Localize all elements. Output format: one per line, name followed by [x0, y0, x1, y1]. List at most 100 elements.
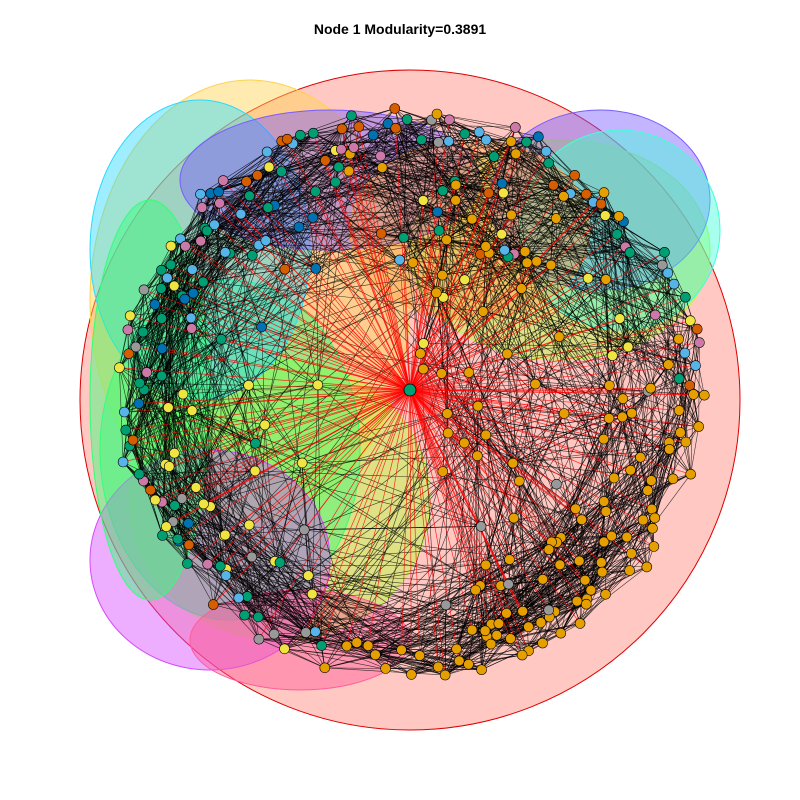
node: [319, 662, 331, 674]
node: [569, 170, 581, 181]
node: [663, 359, 674, 370]
node: [172, 533, 184, 545]
edge: [409, 389, 481, 586]
edge: [174, 191, 316, 506]
edge: [226, 568, 492, 645]
edge: [472, 202, 594, 220]
node: [268, 628, 280, 640]
edge: [279, 181, 336, 563]
edge: [431, 119, 480, 133]
node: [585, 584, 597, 596]
edge: [409, 389, 476, 591]
edge: [455, 200, 623, 418]
edge: [446, 162, 549, 241]
edge: [535, 383, 705, 396]
edge: [168, 389, 411, 408]
edge: [455, 184, 618, 235]
node: [444, 114, 455, 126]
node: [281, 133, 293, 145]
node: [685, 468, 697, 480]
node: [389, 103, 401, 114]
node: [155, 283, 167, 294]
node: [214, 197, 225, 209]
edge: [605, 215, 670, 450]
node: [396, 644, 407, 656]
edge: [252, 255, 411, 391]
edge: [438, 142, 631, 253]
node: [550, 213, 562, 224]
edge: [161, 288, 318, 386]
edge: [409, 251, 665, 391]
edge: [559, 336, 651, 389]
node: [124, 310, 136, 322]
edge: [447, 432, 653, 510]
edge: [367, 389, 411, 646]
edge: [442, 190, 481, 255]
node: [310, 263, 322, 274]
edge: [213, 585, 501, 605]
edge: [579, 546, 655, 624]
edge: [446, 239, 705, 396]
node: [416, 134, 427, 145]
node: [418, 338, 429, 349]
edge: [258, 389, 411, 640]
edge: [150, 489, 307, 633]
node: [598, 187, 610, 198]
edge: [605, 391, 649, 512]
node: [667, 473, 679, 485]
node: [479, 625, 491, 637]
edge: [213, 604, 357, 643]
node: [450, 179, 462, 191]
node: [440, 599, 452, 611]
edge: [409, 389, 604, 440]
node: [501, 607, 512, 619]
node: [246, 551, 258, 563]
edge: [662, 265, 680, 379]
node: [208, 599, 219, 610]
node: [576, 514, 588, 526]
edge: [431, 119, 438, 212]
edge: [409, 389, 421, 656]
edge: [356, 626, 529, 643]
node: [306, 588, 318, 600]
node: [506, 209, 517, 221]
edge: [512, 463, 587, 605]
edge: [168, 407, 309, 576]
node: [195, 188, 206, 200]
edge: [155, 499, 179, 542]
edge: [174, 389, 411, 454]
node: [168, 280, 180, 292]
node: [233, 592, 244, 604]
edge: [281, 141, 449, 172]
edge: [468, 585, 481, 665]
node: [235, 208, 247, 220]
edge: [255, 443, 481, 586]
node: [673, 405, 685, 416]
edge: [161, 226, 300, 349]
node: [312, 379, 324, 391]
edge: [223, 389, 411, 536]
edge: [281, 115, 352, 142]
edge: [132, 389, 411, 441]
edge: [409, 389, 592, 591]
node: [341, 640, 353, 652]
edge: [501, 141, 527, 235]
edge: [192, 171, 282, 270]
node: [543, 157, 555, 169]
node: [608, 472, 620, 484]
edge: [409, 389, 473, 631]
edge: [375, 546, 655, 656]
edge: [521, 549, 550, 612]
edge: [341, 128, 437, 293]
node: [330, 176, 341, 188]
edge: [143, 389, 197, 488]
node: [626, 548, 637, 559]
edge: [213, 389, 411, 605]
edge: [382, 119, 450, 168]
edge: [409, 192, 605, 391]
edge: [375, 623, 499, 656]
edge: [335, 181, 456, 201]
node: [120, 424, 132, 436]
edge: [558, 336, 565, 414]
node: [679, 347, 691, 359]
